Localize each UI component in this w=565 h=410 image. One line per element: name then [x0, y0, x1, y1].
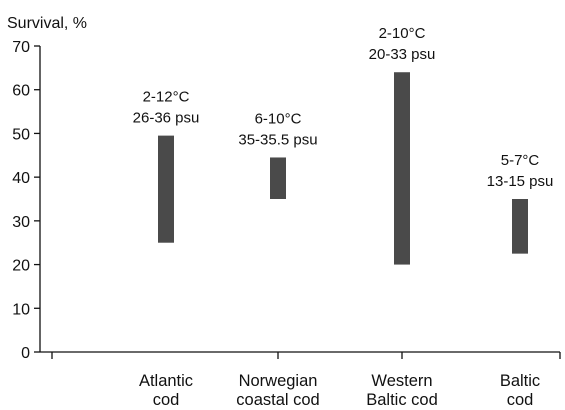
y-tick-label: 50 [12, 126, 30, 143]
y-axis-label: Survival, % [7, 15, 87, 32]
temperature-label: 2-10°C [379, 25, 426, 42]
category-label: Norwegian [239, 372, 318, 390]
category-label: Baltic [500, 372, 540, 390]
x-ticks [51, 352, 561, 359]
salinity-label: 35-35.5 psu [238, 131, 317, 148]
salinity-label: 13-15 psu [487, 173, 554, 190]
y-tick-label: 70 [12, 39, 30, 56]
y-tick-label: 30 [12, 214, 30, 231]
temperature-label: 2-12°C [143, 89, 190, 106]
range-bar [270, 157, 286, 199]
range-bar [158, 135, 174, 243]
y-tick-label: 60 [12, 83, 30, 100]
category-label: Atlantic [139, 372, 193, 390]
range-bar [394, 72, 410, 265]
salinity-label: 26-36 psu [133, 110, 200, 127]
annotations: 2-12°C 26-36 psu 6-10°C 35-35.5 psu 2-10°C 20… [133, 25, 554, 190]
y-tick-label: 0 [21, 345, 30, 362]
y-ticks: 0 10 20 30 40 50 60 70 [12, 39, 40, 362]
temperature-label: 5-7°C [501, 152, 540, 169]
category-label: cod [153, 391, 180, 409]
category-label: coastal cod [236, 391, 319, 409]
salinity-label: 20-33 psu [369, 46, 436, 63]
category-label: cod [507, 391, 534, 409]
category-label: Baltic cod [366, 391, 438, 409]
temperature-label: 6-10°C [255, 110, 302, 127]
range-bars [158, 72, 528, 265]
category-label: Western [371, 372, 432, 390]
y-tick-label: 40 [12, 170, 30, 187]
range-bar [512, 199, 528, 254]
y-tick-label: 20 [12, 258, 30, 275]
y-tick-label: 10 [12, 301, 30, 318]
